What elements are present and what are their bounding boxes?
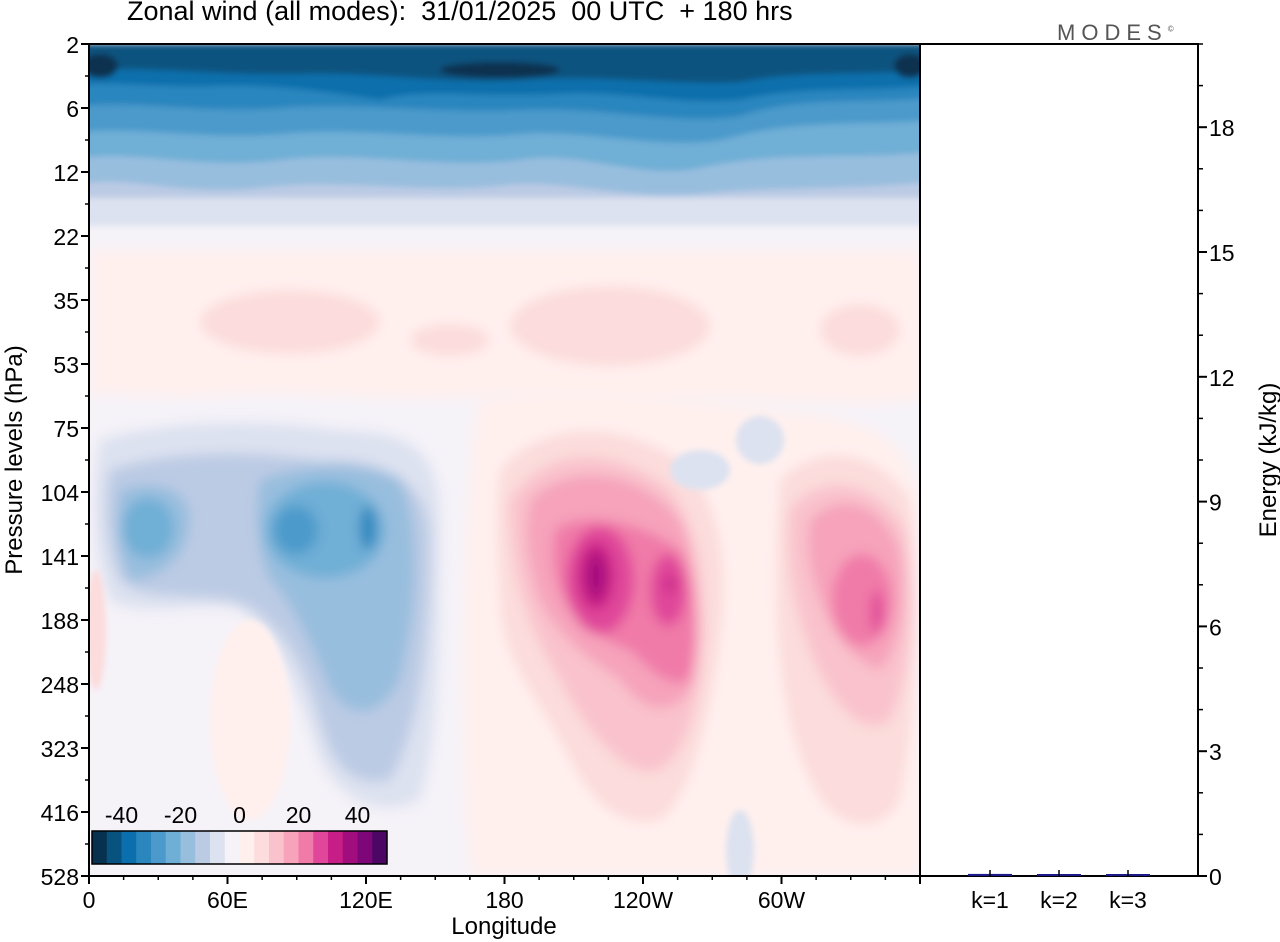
x-tick-label: 180 (485, 887, 523, 913)
energy-axis-label: Energy (kJ/kg) (1255, 383, 1280, 538)
colorbar-swatch (92, 831, 108, 864)
y-tick-label: 248 (41, 672, 79, 698)
y-tick-label: 188 (41, 608, 79, 634)
x-tick-label: 120W (613, 887, 673, 913)
colorbar-swatch (151, 831, 167, 864)
energy-tick-label: 15 (1209, 240, 1235, 266)
colorbar-swatch (372, 831, 388, 864)
energy-tick-label: 0 (1209, 864, 1222, 890)
y-tick-label: 528 (41, 864, 79, 890)
x-axis-label: Longitude (451, 913, 556, 940)
colorbar-swatch (357, 831, 373, 864)
y-tick-label: 12 (53, 160, 79, 186)
heatmap-x-axis: 0 60E 120E 180 120W 60W (83, 876, 921, 913)
energy-category-label: k=3 (1109, 887, 1147, 913)
easterly-jet (94, 422, 440, 808)
y-axis-label: Pressure levels (hPa) (1, 345, 28, 574)
colorbar-tick-label: 20 (286, 802, 312, 828)
heatmap-y-axis: 2 6 12 22 35 53 75 104 141 188 248 323 416 528 (41, 32, 89, 890)
chart-title: Zonal wind (all modes): 31/01/2025 00 UT… (127, 0, 793, 26)
x-tick-label: 0 (83, 887, 96, 913)
colorbar-swatch (165, 831, 181, 864)
energy-y-axis: 0 3 6 9 12 15 18 (1198, 43, 1235, 890)
energy-tick-label: 3 (1209, 739, 1222, 765)
logo-text: MODES (1057, 20, 1168, 45)
energy-category-label: k=2 (1040, 887, 1078, 913)
x-tick-label: 60W (758, 887, 806, 913)
colorbar-swatch (298, 831, 314, 864)
y-tick-label: 22 (53, 224, 79, 250)
energy-bars: k=1 k=2 k=3 (968, 870, 1150, 913)
colorbar-swatch (106, 831, 122, 864)
colorbar-swatch (224, 831, 240, 864)
x-tick-label: 60E (207, 887, 248, 913)
y-tick-label: 323 (41, 736, 79, 762)
y-tick-label: 6 (66, 96, 79, 122)
y-tick-label: 53 (53, 352, 79, 378)
colorbar-tick-label: -40 (105, 802, 138, 828)
colorbar-swatch (136, 831, 152, 864)
y-tick-label: 416 (41, 800, 79, 826)
colorbar: -40 -20 0 20 40 (91, 802, 388, 865)
y-tick-label: 75 (53, 416, 79, 442)
colorbar-tick-label: -20 (164, 802, 197, 828)
energy-category-label: k=1 (971, 887, 1009, 913)
colorbar-swatch (239, 831, 255, 864)
colorbar-swatch (195, 831, 211, 864)
y-tick-label: 141 (41, 544, 79, 570)
heatmap-area (89, 44, 920, 876)
colorbar-tick-label: 0 (233, 802, 246, 828)
colorbar-swatch (254, 831, 270, 864)
colorbar-swatch (269, 831, 285, 864)
logo-copyright-mark: © (1167, 24, 1174, 34)
y-tick-label: 104 (41, 480, 80, 506)
energy-tick-label: 18 (1209, 115, 1235, 141)
lower-level-features (89, 416, 784, 876)
modes-logo: MODES© (1057, 20, 1174, 46)
colorbar-tick-label: 40 (345, 802, 371, 828)
colorbar-swatch (342, 831, 358, 864)
colorbar-swatch (180, 831, 196, 864)
colorbar-swatch (283, 831, 299, 864)
y-tick-label: 35 (53, 288, 79, 314)
colorbar-swatch (210, 831, 226, 864)
colorbar-swatch (121, 831, 137, 864)
colorbar-swatch (328, 831, 344, 864)
energy-tick-label: 6 (1209, 614, 1222, 640)
stratospheric-westerlies (89, 250, 920, 404)
energy-panel-frame (919, 43, 1199, 877)
colorbar-swatch (313, 831, 329, 864)
stratospheric-easterlies (89, 44, 920, 226)
y-tick-label: 2 (66, 32, 79, 58)
energy-tick-label: 12 (1209, 365, 1235, 391)
energy-tick-label: 9 (1209, 490, 1222, 516)
x-tick-label: 120E (339, 887, 393, 913)
colorbar-frame (91, 830, 388, 865)
westerly-jets (462, 391, 920, 876)
